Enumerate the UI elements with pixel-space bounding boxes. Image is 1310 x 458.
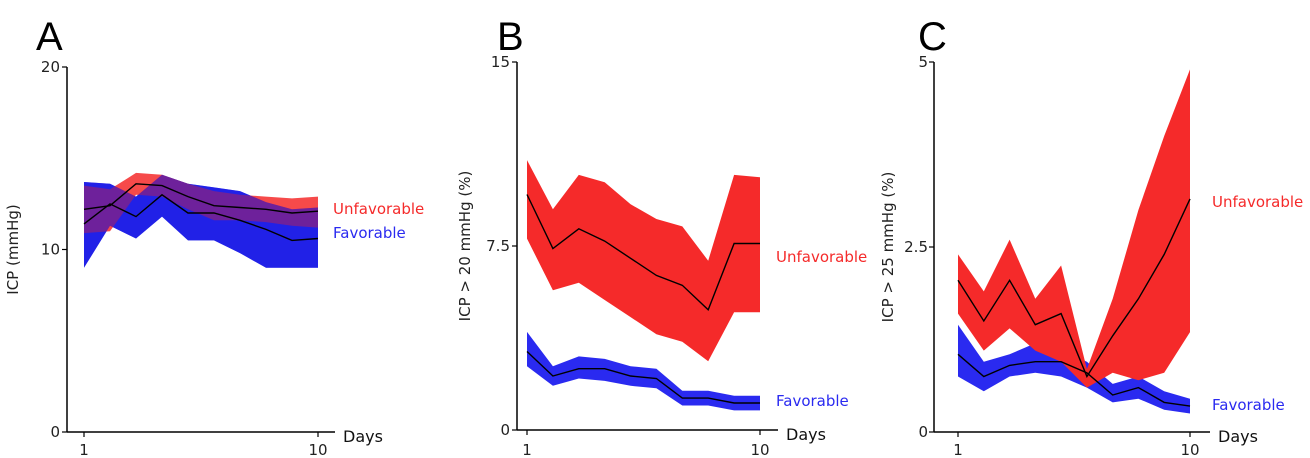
y-tick-label: 15 xyxy=(491,53,510,71)
series-band-unfavorable xyxy=(527,160,760,362)
series-mean-favorable xyxy=(526,350,760,404)
series-label-unfavorable: Unfavorable xyxy=(1212,193,1303,211)
y-tick-label: 0 xyxy=(50,423,60,441)
x-tick-label: 10 xyxy=(750,441,769,458)
series-mean-favorable xyxy=(957,353,1191,407)
x-axis-title: Days xyxy=(343,427,383,446)
y-tick-label: 7.5 xyxy=(486,237,510,255)
y-tick-label: 2.5 xyxy=(904,238,928,256)
y-tick-label: 5 xyxy=(918,53,928,71)
series-mean-unfavorable xyxy=(526,194,760,312)
x-tick-label: 10 xyxy=(1180,441,1199,458)
panel-letter: C xyxy=(918,15,947,59)
series-band-overlap xyxy=(84,174,318,268)
chart-panel-a: A 0 10 20 1 10 Days ICP (mmHg) Unfavorable Favora… xyxy=(4,15,424,458)
series-label-unfavorable: Unfavorable xyxy=(333,200,424,218)
series-label-favorable: Favorable xyxy=(1212,396,1285,414)
series-label-unfavorable: Unfavorable xyxy=(776,248,867,266)
chart-panel-c: C 0 2.5 5 1 10 Days ICP > 25 mmHg (%) Unfavorabl… xyxy=(879,15,1303,458)
x-tick-label: 1 xyxy=(953,441,963,458)
series-label-favorable: Favorable xyxy=(776,392,849,410)
panel-letter: B xyxy=(497,15,524,59)
series-band-favorable xyxy=(527,331,760,411)
series-mean-favorable xyxy=(83,193,319,242)
y-tick-label: 0 xyxy=(500,421,510,439)
x-axis-title: Days xyxy=(1218,427,1258,446)
y-tick-label: 20 xyxy=(41,58,60,76)
y-tick-label: 0 xyxy=(918,423,928,441)
series-mean-unfavorable xyxy=(83,183,319,214)
y-axis-title: ICP > 25 mmHg (%) xyxy=(879,172,897,323)
x-axis-title: Days xyxy=(786,425,826,444)
series-mean-unfavorable xyxy=(957,198,1191,379)
x-tick-label: 10 xyxy=(308,441,327,458)
y-tick-label: 10 xyxy=(41,241,60,259)
chart-panel-b: B 0 7.5 15 1 10 Days ICP > 20 mmHg (%) Unfavorab… xyxy=(456,15,867,458)
y-axis-title: ICP (mmHg) xyxy=(4,204,22,294)
panel-letter: A xyxy=(36,15,63,59)
series-band-unfavorable xyxy=(958,69,1190,388)
x-tick-label: 1 xyxy=(79,441,89,458)
series-label-favorable: Favorable xyxy=(333,224,406,242)
y-axis-title: ICP > 20 mmHg (%) xyxy=(456,171,474,322)
x-tick-label: 1 xyxy=(522,441,532,458)
